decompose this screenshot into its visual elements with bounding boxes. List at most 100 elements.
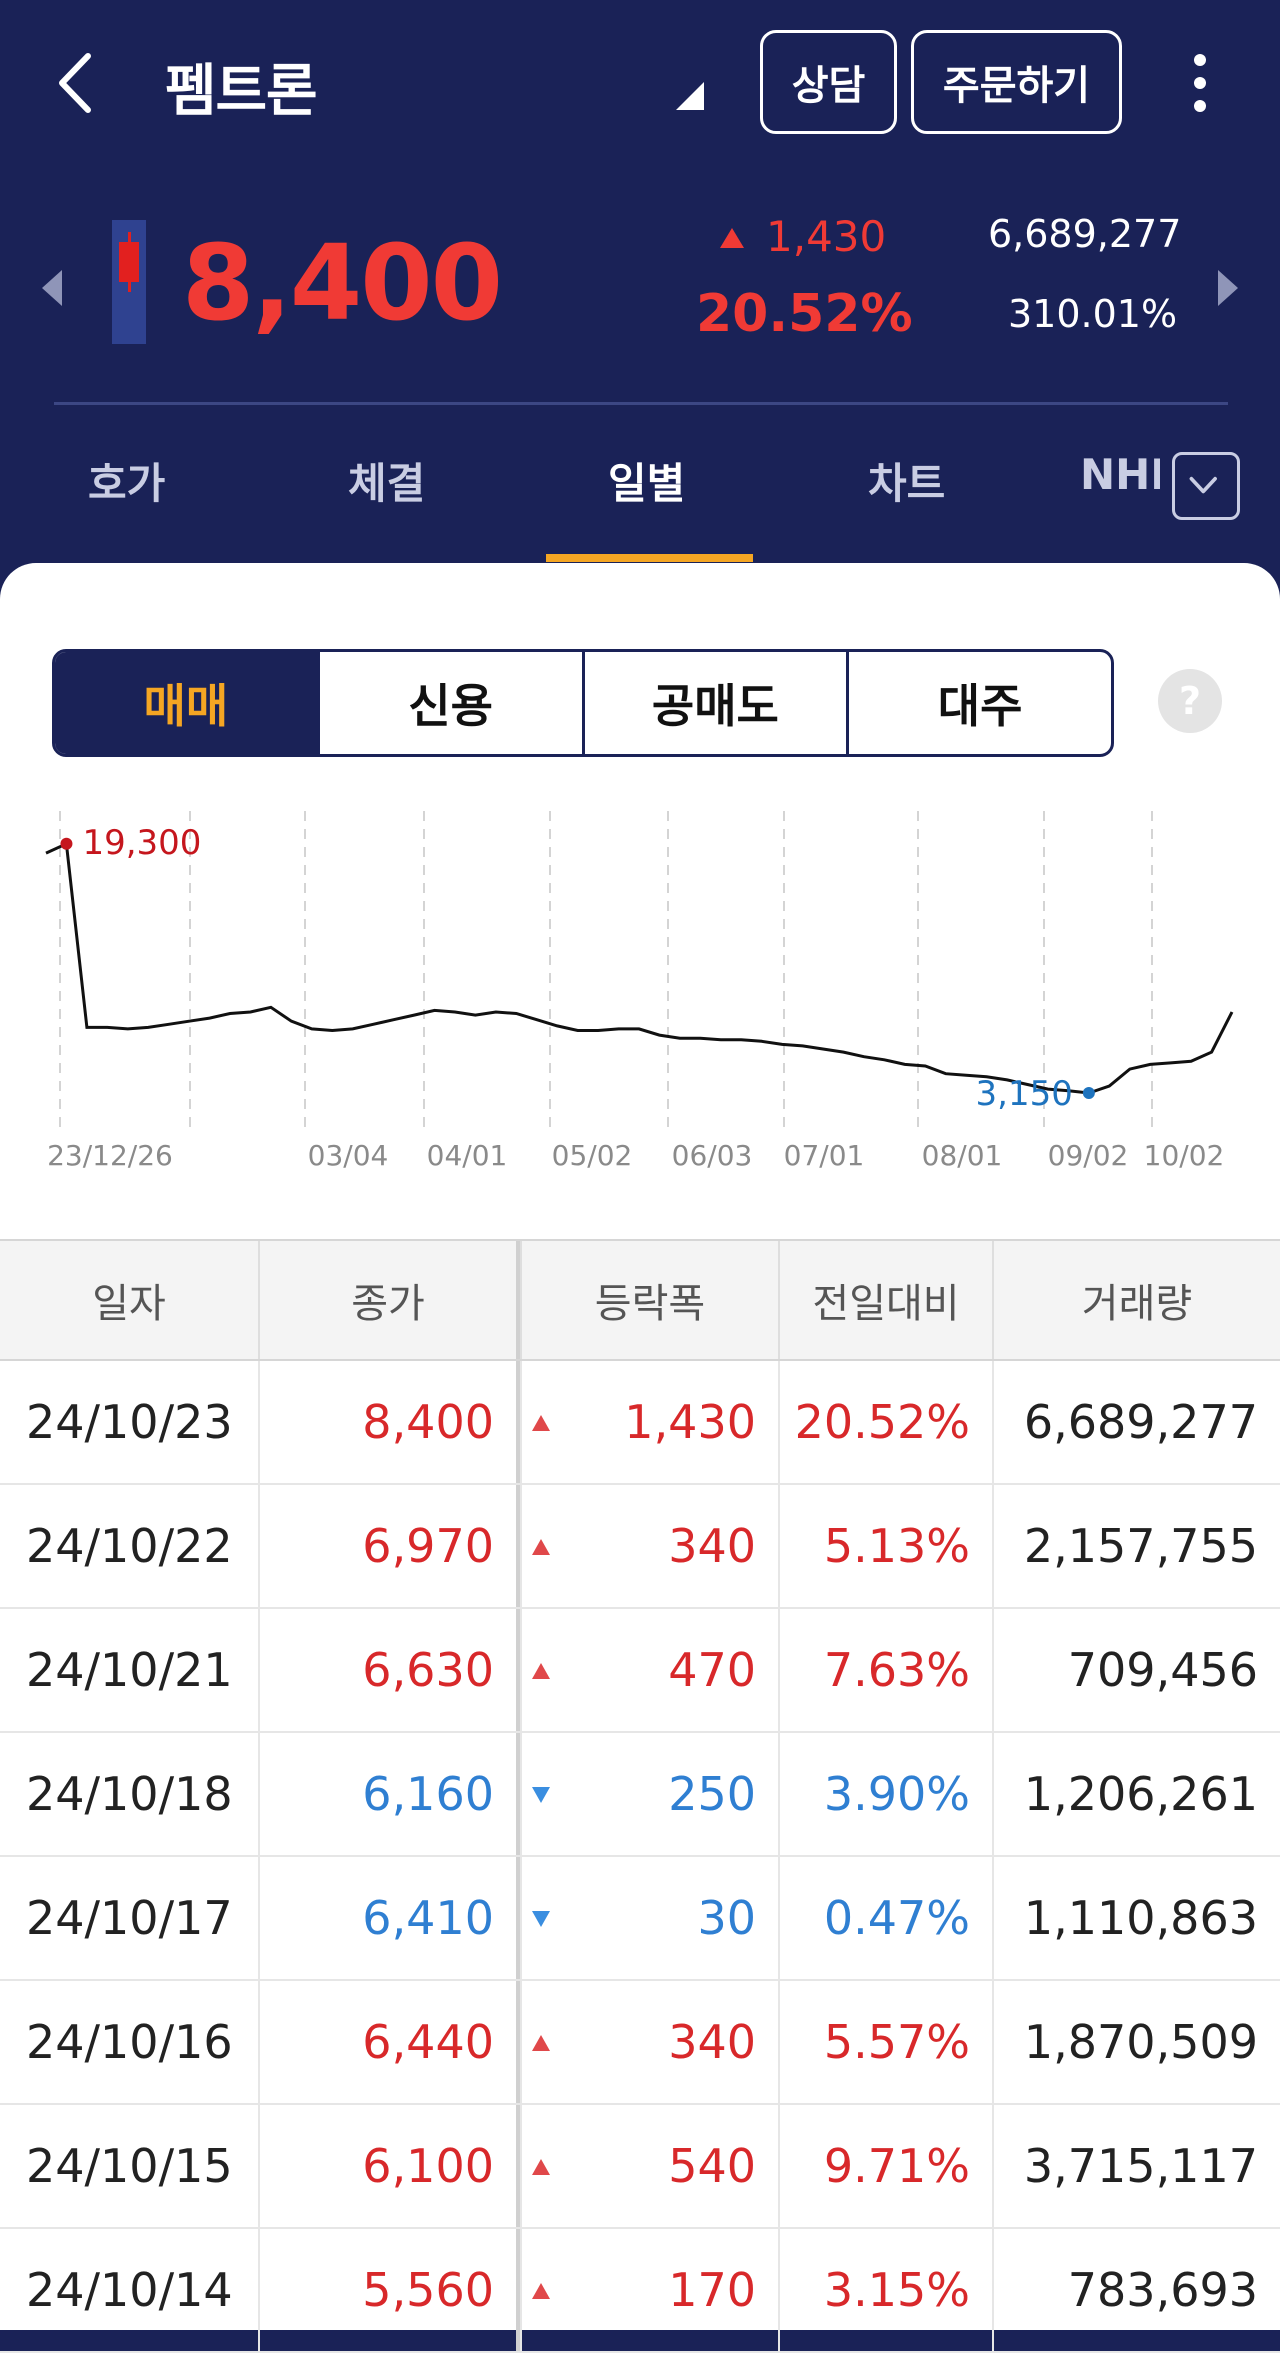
more-vertical-icon[interactable]: [1190, 50, 1210, 116]
next-stock-icon[interactable]: [1216, 268, 1240, 308]
cell-volume: 783,693: [992, 2229, 1280, 2351]
table-row[interactable]: 24/10/16 6,440 340 5.57% 1,870,509: [0, 1981, 1280, 2105]
up-triangle-icon: [532, 2035, 550, 2051]
cell-date: 24/10/17: [26, 1891, 233, 1945]
segment-short-sell[interactable]: 공매도: [581, 652, 847, 754]
table-row[interactable]: 24/10/15 6,100 540 9.71% 3,715,117: [0, 2105, 1280, 2229]
tab-bar: 호가 체결 일별 차트 NHP: [0, 430, 1280, 565]
cell-volume: 6,689,277: [992, 1361, 1280, 1483]
consult-button[interactable]: 상담: [760, 30, 897, 134]
daily-price-table: 일자 종가 등락폭 전일대비 거래량 24/10/23 8,400 1,430 20.…: [0, 1239, 1280, 2353]
order-button[interactable]: 주문하기: [911, 30, 1122, 134]
cell-volume: 709,456: [992, 1609, 1280, 1731]
cell-volume: 1,870,509: [992, 1981, 1280, 2103]
price-line-chart: 19,300 3,150 23/12/26 03/04 04/01 05/02 06/03 0…: [45, 811, 1234, 1172]
cell-date: 24/10/21: [26, 1643, 233, 1697]
help-icon[interactable]: ?: [1156, 667, 1224, 735]
up-triangle-icon: [720, 228, 744, 248]
prev-stock-icon[interactable]: [40, 268, 64, 308]
min-label: 3,150: [976, 1074, 1073, 1114]
cell-change: 250: [520, 1733, 778, 1855]
tab-orderbook[interactable]: 호가: [88, 459, 166, 508]
cell-change: 540: [520, 2105, 778, 2227]
chevron-down-icon: [1189, 476, 1217, 494]
up-triangle-icon: [532, 1415, 550, 1431]
cell-change-pct: 20.52%: [778, 1361, 992, 1483]
cell-volume: 3,715,117: [992, 2105, 1280, 2227]
table-body: 24/10/23 8,400 1,430 20.52% 6,689,277 24/10/2…: [0, 1361, 1280, 2353]
cell-close: 5,560: [258, 2229, 520, 2351]
cell-change: 1,430: [520, 1361, 778, 1483]
header-change-pct[interactable]: 전일대비: [778, 1241, 992, 1359]
x-tick-label: 23/12/26: [47, 1139, 173, 1172]
table-row[interactable]: 24/10/21 6,630 470 7.63% 709,456: [0, 1609, 1280, 1733]
cell-close: 6,410: [258, 1857, 520, 1979]
header-volume[interactable]: 거래량: [992, 1241, 1280, 1359]
candle-icon: [112, 220, 146, 344]
daily-content-panel: 매매 신용 공매도 대주 ? 19,300 3,150 23/12/26 03/04 0…: [0, 563, 1280, 2353]
max-point: [60, 837, 73, 850]
svg-text:?: ?: [1179, 679, 1201, 723]
up-triangle-icon: [532, 1539, 550, 1555]
cell-change: 340: [520, 1981, 778, 2103]
cell-change-pct: 7.63%: [778, 1609, 992, 1731]
cell-close: 6,970: [258, 1485, 520, 1607]
segment-credit[interactable]: 신용: [316, 652, 582, 754]
tab-daily[interactable]: 일별: [608, 459, 686, 508]
segment-trade[interactable]: 매매: [55, 652, 317, 754]
cell-change-pct: 5.57%: [778, 1981, 992, 2103]
tab-more-button[interactable]: [1172, 452, 1240, 520]
table-row[interactable]: 24/10/18 6,160 250 3.90% 1,206,261: [0, 1733, 1280, 1857]
cell-date: 24/10/22: [26, 1519, 233, 1573]
cell-volume: 2,157,755: [992, 1485, 1280, 1607]
header-date[interactable]: 일자: [92, 1281, 166, 1327]
cell-close: 6,440: [258, 1981, 520, 2103]
x-tick-label: 04/01: [427, 1139, 508, 1172]
cell-close: 6,100: [258, 2105, 520, 2227]
x-tick-label: 06/03: [672, 1139, 753, 1172]
back-arrow-icon[interactable]: [52, 50, 112, 116]
x-tick-label: 07/01: [784, 1139, 865, 1172]
cell-change-pct: 3.15%: [778, 2229, 992, 2351]
cell-change-pct: 9.71%: [778, 2105, 992, 2227]
table-row[interactable]: 24/10/23 8,400 1,430 20.52% 6,689,277: [0, 1361, 1280, 1485]
tab-chart[interactable]: 차트: [868, 459, 946, 508]
dropdown-triangle-icon[interactable]: [674, 80, 704, 110]
table-row[interactable]: 24/10/22 6,970 340 5.13% 2,157,755: [0, 1485, 1280, 1609]
price-series-line: [45, 841, 1234, 1095]
cell-date: 24/10/23: [26, 1395, 233, 1449]
header-close[interactable]: 종가: [258, 1241, 520, 1359]
segment-lending[interactable]: 대주: [846, 652, 1111, 754]
x-tick-label: 10/02: [1144, 1139, 1225, 1172]
table-row[interactable]: 24/10/17 6,410 30 0.47% 1,110,863: [0, 1857, 1280, 1981]
cell-date: 24/10/15: [26, 2139, 233, 2193]
cell-volume: 1,206,261: [992, 1733, 1280, 1855]
x-tick-label: 05/02: [552, 1139, 633, 1172]
up-triangle-icon: [532, 2283, 550, 2299]
price-change-percent: 20.52%: [696, 284, 913, 344]
cell-change-pct: 0.47%: [778, 1857, 992, 1979]
table-row[interactable]: 24/10/14 5,560 170 3.15% 783,693: [0, 2229, 1280, 2353]
tab-nhp[interactable]: NHP: [1080, 450, 1160, 499]
volume-ratio: 310.01%: [1008, 292, 1178, 336]
cell-date: 24/10/16: [26, 2015, 233, 2069]
min-point: [1082, 1086, 1095, 1099]
down-triangle-icon: [532, 1787, 550, 1803]
divider: [54, 402, 1228, 405]
cell-change-pct: 5.13%: [778, 1485, 992, 1607]
header-change[interactable]: 등락폭: [520, 1241, 778, 1359]
down-triangle-icon: [532, 1911, 550, 1927]
table-header: 일자 종가 등락폭 전일대비 거래량: [0, 1239, 1280, 1361]
current-price: 8,400: [182, 222, 503, 344]
up-triangle-icon: [532, 2159, 550, 2175]
cell-close: 6,160: [258, 1733, 520, 1855]
stock-name[interactable]: 펨트론: [165, 59, 318, 124]
cell-close: 8,400: [258, 1361, 520, 1483]
cell-volume: 1,110,863: [992, 1857, 1280, 1979]
stock-header: 펨트론 상담 주문하기 8,400 1,430 20.52% 6,689,277…: [0, 0, 1280, 565]
max-label: 19,300: [82, 823, 201, 863]
cell-change: 470: [520, 1609, 778, 1731]
tab-trades[interactable]: 체결: [348, 459, 426, 508]
cell-change: 340: [520, 1485, 778, 1607]
cell-change-pct: 3.90%: [778, 1733, 992, 1855]
